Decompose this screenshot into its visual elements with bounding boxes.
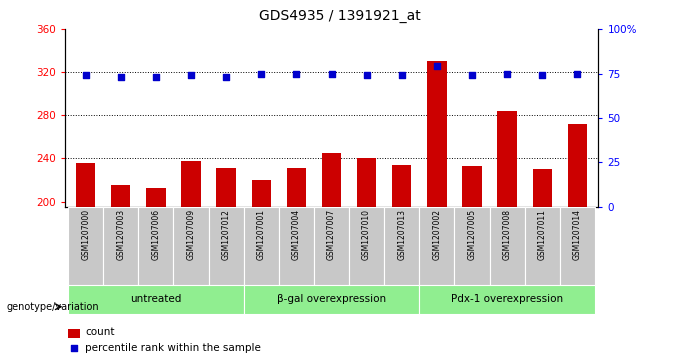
Point [572, 71, 583, 77]
Point [256, 71, 267, 77]
Bar [420, 285, 595, 314]
Bar [498, 111, 517, 207]
Text: GSM1207004: GSM1207004 [292, 209, 301, 260]
Point [221, 74, 232, 80]
Text: GSM1207005: GSM1207005 [467, 209, 477, 260]
Bar [384, 207, 420, 285]
Bar [490, 207, 525, 285]
Bar [173, 207, 209, 285]
Bar [560, 207, 595, 285]
Text: GSM1207000: GSM1207000 [81, 209, 90, 260]
Bar [216, 168, 236, 207]
Bar [182, 160, 201, 207]
Bar [462, 166, 481, 207]
Bar [525, 207, 560, 285]
Bar [68, 329, 80, 338]
Point [150, 74, 161, 80]
Bar [357, 158, 376, 207]
Bar [392, 165, 411, 207]
Bar [314, 207, 349, 285]
Point [431, 64, 442, 69]
Point [291, 71, 302, 77]
Point [116, 74, 126, 80]
Text: GSM1207001: GSM1207001 [257, 209, 266, 260]
Point [186, 72, 197, 78]
Bar [103, 207, 138, 285]
Bar [568, 124, 587, 207]
Point [502, 71, 513, 77]
Bar [349, 207, 384, 285]
Text: GSM1207014: GSM1207014 [573, 209, 582, 260]
Text: GSM1207006: GSM1207006 [152, 209, 160, 260]
Text: GSM1207013: GSM1207013 [397, 209, 406, 260]
Bar [243, 207, 279, 285]
Bar [243, 285, 420, 314]
Point [537, 72, 547, 78]
Text: GSM1207007: GSM1207007 [327, 209, 336, 260]
Bar [427, 61, 447, 207]
Text: untreated: untreated [131, 294, 182, 305]
Text: GSM1207011: GSM1207011 [538, 209, 547, 260]
Text: genotype/variation: genotype/variation [7, 302, 99, 312]
Point [396, 72, 407, 78]
Bar [68, 207, 103, 285]
Text: GDS4935 / 1391921_at: GDS4935 / 1391921_at [259, 9, 421, 23]
Bar [279, 207, 314, 285]
Bar [146, 188, 165, 207]
Bar [111, 185, 131, 207]
Text: GSM1207010: GSM1207010 [362, 209, 371, 260]
Point [80, 72, 91, 78]
Bar [454, 207, 490, 285]
Point [466, 72, 477, 78]
Text: GSM1207003: GSM1207003 [116, 209, 125, 260]
Point [361, 72, 372, 78]
Bar [76, 163, 95, 207]
Text: GSM1207009: GSM1207009 [186, 209, 196, 260]
Text: GSM1207012: GSM1207012 [222, 209, 231, 260]
Bar [209, 207, 243, 285]
Text: percentile rank within the sample: percentile rank within the sample [85, 343, 261, 354]
Bar [68, 285, 243, 314]
Bar [532, 169, 552, 207]
Bar [287, 168, 306, 207]
Text: GSM1207002: GSM1207002 [432, 209, 441, 260]
Text: Pdx-1 overexpression: Pdx-1 overexpression [451, 294, 563, 305]
Text: GSM1207008: GSM1207008 [503, 209, 511, 260]
Bar [420, 207, 454, 285]
Bar [322, 153, 341, 207]
Bar [138, 207, 173, 285]
Text: count: count [85, 327, 114, 337]
Bar [252, 180, 271, 207]
Point [326, 71, 337, 77]
Text: β-gal overexpression: β-gal overexpression [277, 294, 386, 305]
